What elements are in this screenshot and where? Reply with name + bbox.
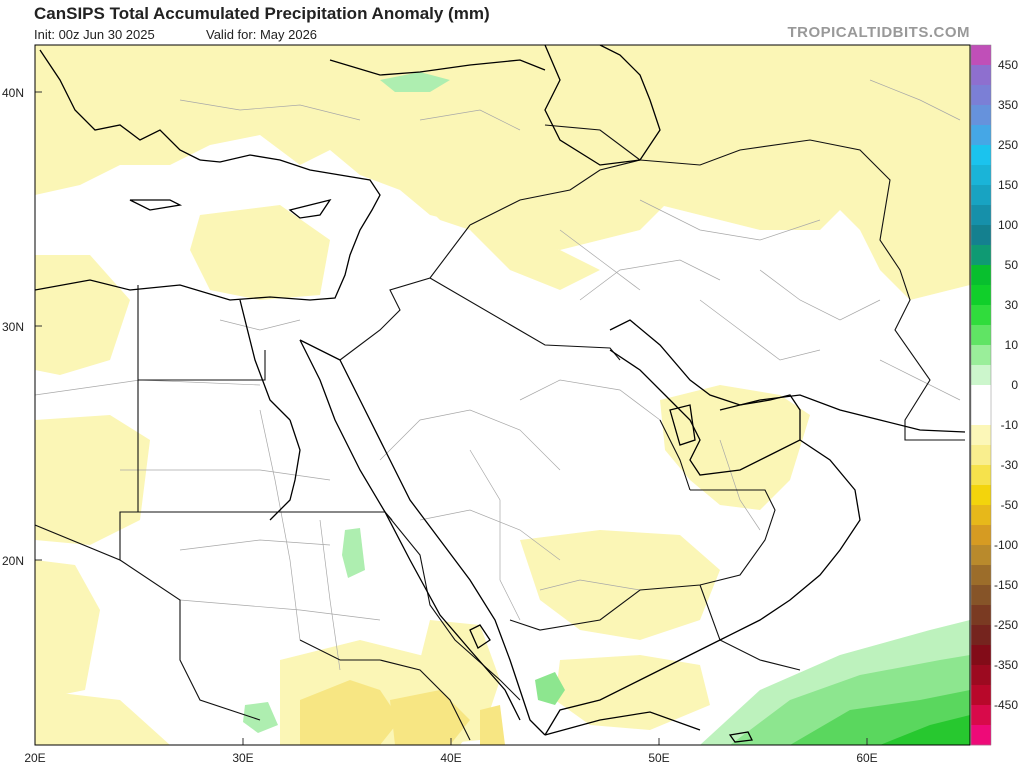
colorbar-swatch: [971, 145, 991, 166]
colorbar-swatch: [971, 345, 991, 366]
lat-label-30n: 30N: [2, 320, 24, 334]
colorbar-label: 100: [998, 218, 1018, 232]
colorbar-swatch: [971, 505, 991, 526]
colorbar-swatch: [971, 45, 991, 66]
init-time: Init: 00z Jun 30 2025: [34, 27, 155, 42]
colorbar-frame: [970, 44, 992, 746]
colorbar-swatch: [971, 325, 991, 346]
colorbar-swatch: [971, 85, 991, 106]
colorbar-swatch: [971, 645, 991, 666]
lon-label-50e: 50E: [648, 751, 669, 765]
map-frame: [34, 44, 971, 746]
admin-boundaries: [35, 79, 961, 671]
colorbar: 4503502501501005030100-10-30-50-100-150-…: [970, 44, 1019, 746]
colorbar-label: 350: [998, 98, 1018, 112]
site-credit: TROPICALTIDBITS.COM: [787, 24, 970, 41]
colorbar-swatch: [971, 445, 991, 466]
coastlines: [35, 45, 966, 743]
colorbar-label: 0: [1011, 378, 1018, 392]
country-borders: [35, 124, 965, 741]
colorbar-label: 250: [998, 138, 1018, 152]
colorbar-label: -50: [1001, 498, 1019, 512]
colorbar-swatch: [971, 285, 991, 306]
colorbar-swatch: [971, 545, 991, 566]
colorbar-label: 450: [998, 58, 1018, 72]
colorbar-swatch: [971, 125, 991, 146]
colorbar-swatch: [971, 405, 991, 426]
colorbar-label: 150: [998, 178, 1018, 192]
colorbar-label: 30: [1005, 298, 1019, 312]
colorbar-swatch: [971, 305, 991, 326]
lon-label-40e: 40E: [440, 751, 461, 765]
map-title: CanSIPS Total Accumulated Precipitation …: [34, 4, 490, 23]
colorbar-swatch: [971, 605, 991, 626]
colorbar-label: -350: [994, 658, 1018, 672]
colorbar-swatch: [971, 665, 991, 686]
colorbar-swatch: [971, 165, 991, 186]
colorbar-swatch: [971, 525, 991, 546]
colorbar-label: -250: [994, 618, 1018, 632]
colorbar-label: -10: [1001, 418, 1019, 432]
colorbar-swatch: [971, 65, 991, 86]
colorbar-swatch: [971, 385, 991, 406]
colorbar-swatch: [971, 185, 991, 206]
colorbar-label: -450: [994, 698, 1018, 712]
colorbar-swatch: [971, 265, 991, 286]
colorbar-swatch: [971, 705, 991, 726]
lat-label-20n: 20N: [2, 554, 24, 568]
colorbar-swatch: [971, 565, 991, 586]
colorbar-swatch: [971, 105, 991, 126]
graticule-ticks: [35, 91, 868, 745]
colorbar-swatch: [971, 465, 991, 486]
valid-time: Valid for: May 2026: [206, 27, 318, 42]
colorbar-swatch: [971, 245, 991, 266]
colorbar-label: 50: [1005, 258, 1019, 272]
colorbar-swatch: [971, 625, 991, 646]
colorbar-label: -150: [994, 578, 1018, 592]
strong-dry-shading: [300, 680, 505, 745]
colorbar-label: -30: [1001, 458, 1019, 472]
colorbar-swatch: [971, 225, 991, 246]
colorbar-swatch: [971, 485, 991, 506]
wet-anomaly-shading: [243, 72, 970, 745]
colorbar-label: 10: [1005, 338, 1019, 352]
lon-label-60e: 60E: [856, 751, 877, 765]
colorbar-swatch: [971, 205, 991, 226]
colorbar-label: -100: [994, 538, 1018, 552]
colorbar-swatch: [971, 365, 991, 386]
colorbar-swatch: [971, 685, 991, 706]
colorbar-swatch: [971, 725, 991, 746]
dry-anomaly-shading: [35, 45, 970, 745]
lat-label-40n: 40N: [2, 86, 24, 100]
colorbar-swatch: [971, 585, 991, 606]
colorbar-swatch: [971, 425, 991, 446]
lon-label-30e: 30E: [232, 751, 253, 765]
lon-label-20e: 20E: [24, 751, 45, 765]
